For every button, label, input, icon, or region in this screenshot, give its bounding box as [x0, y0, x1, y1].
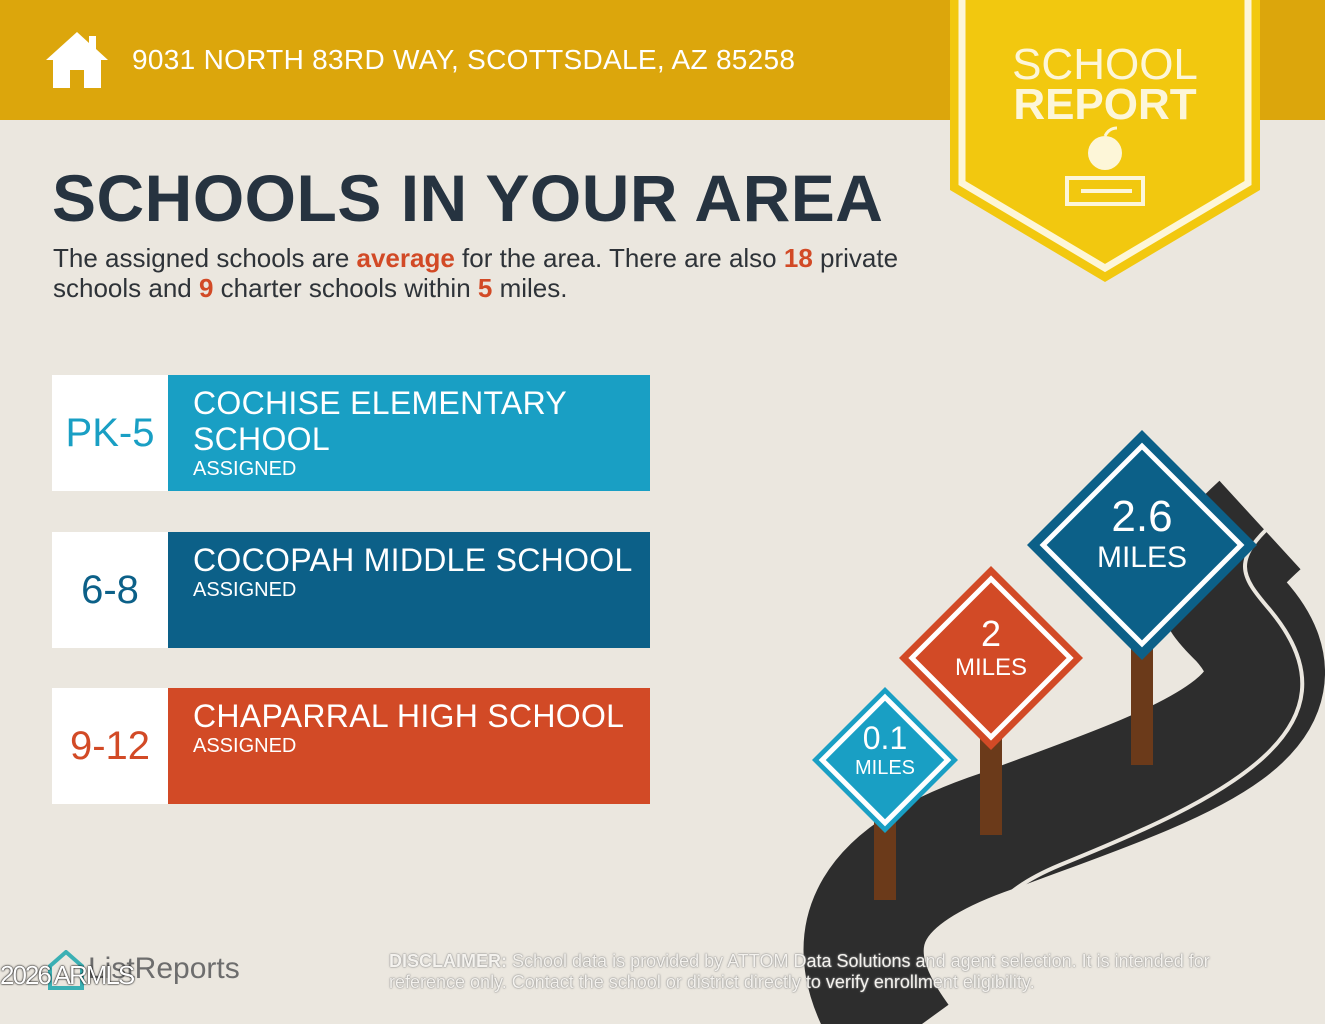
distance-sign: [1027, 430, 1257, 660]
school-report-badge: [950, 0, 1260, 282]
distance-sign: [899, 566, 1083, 750]
grade-range: 6-8: [52, 532, 168, 648]
sign-unit: MILES: [954, 654, 1028, 681]
sign-distance: 0.1: [862, 720, 908, 756]
sign-label: 0.1 MILES: [815, 720, 955, 780]
page-title: SCHOOLS IN YOUR AREA: [52, 161, 884, 235]
home-icon: [46, 32, 108, 88]
badge-line2: REPORT: [1013, 80, 1197, 129]
rating: average: [356, 243, 455, 273]
sign-border: [1039, 442, 1245, 648]
school-status: ASSIGNED: [193, 735, 297, 757]
charter-count: 9: [198, 273, 214, 303]
school-name: CHAPARRAL HIGH SCHOOL: [193, 698, 625, 734]
school-name: COCOPAH MIDDLE SCHOOL: [193, 542, 633, 578]
watermark: 2026 ARMLS: [0, 960, 135, 990]
grade-range: 9-12: [52, 688, 168, 804]
sign-unit: MILES: [1096, 541, 1188, 574]
school-card: 9-12 CHAPARRAL HIGH SCHOOL ASSIGNED: [52, 688, 650, 804]
summary-text: The assigned schools are average for the…: [53, 243, 899, 303]
school-status: ASSIGNED: [193, 579, 297, 601]
listreports-logo: ListReports: [48, 949, 240, 998]
school-info: COCOPAH MIDDLE SCHOOL ASSIGNED: [168, 532, 650, 648]
school-status: ASSIGNED: [193, 458, 297, 480]
sign-distance: 2: [980, 613, 1002, 654]
school-card: 6-8 COCOPAH MIDDLE SCHOOL ASSIGNED: [52, 532, 650, 648]
sign-label: 2.6 MILES: [1072, 493, 1212, 575]
distance-sign: [812, 687, 958, 833]
sign-border: [908, 575, 1074, 741]
badge-line1: SCHOOL: [1012, 40, 1198, 89]
school-card: PK-5 COCHISE ELEMENTARY SCHOOL ASSIGNED: [52, 375, 650, 491]
private-count: 18: [783, 243, 813, 273]
grade-range: PK-5: [52, 375, 168, 491]
disclaimer: DISCLAIMER: School data is provided by A…: [389, 951, 1210, 992]
apple-books-icon: [1065, 126, 1145, 206]
property-address: 9031 NORTH 83RD WAY, SCOTTSDALE, AZ 8525…: [132, 44, 796, 75]
sign-border: [818, 693, 952, 827]
radius: 5: [477, 273, 493, 303]
sign-distance: 2.6: [1111, 492, 1173, 541]
school-name: COCHISE ELEMENTARY SCHOOL: [193, 385, 567, 457]
sign-label: 2 MILES: [921, 614, 1061, 682]
school-info: CHAPARRAL HIGH SCHOOL ASSIGNED: [168, 688, 650, 804]
school-info: COCHISE ELEMENTARY SCHOOL ASSIGNED: [168, 375, 650, 491]
sign-unit: MILES: [854, 757, 916, 779]
